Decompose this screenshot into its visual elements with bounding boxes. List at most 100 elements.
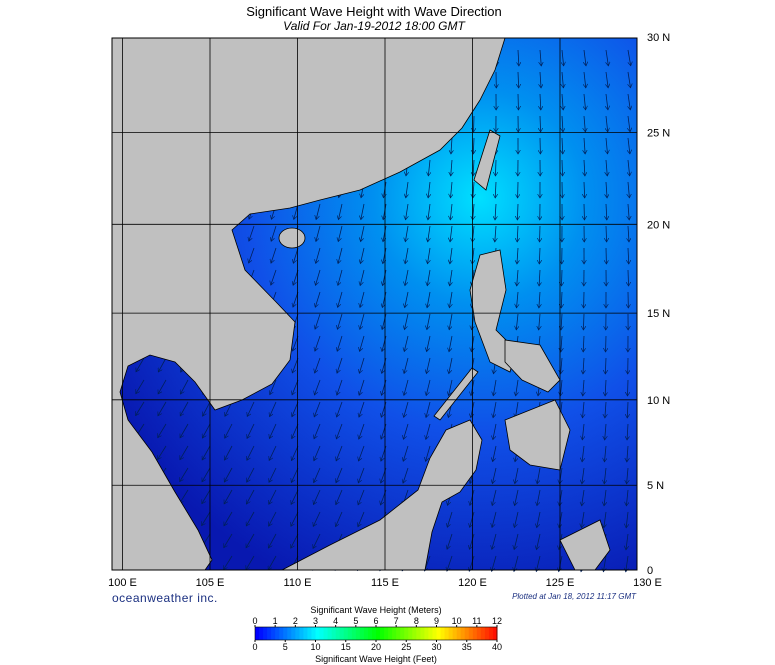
wave-arrow: [427, 335, 431, 352]
meters-tick-label: 7: [394, 616, 399, 626]
wave-arrow: [447, 533, 453, 549]
wave-arrow: [426, 357, 431, 374]
wave-arrow: [606, 137, 608, 154]
wave-arrow: [470, 511, 475, 527]
colorbar-swatch: [275, 627, 280, 640]
wave-arrow: [449, 313, 453, 330]
colorbar-swatch: [339, 627, 345, 640]
colorbar-swatch: [440, 627, 446, 640]
wave-arrow: [582, 467, 584, 484]
wave-arrow: [582, 489, 584, 506]
wave-arrow: [517, 203, 518, 220]
colorbar-swatch: [460, 627, 466, 640]
wave-arrow: [515, 489, 519, 506]
wave-arrow: [603, 555, 607, 572]
wave-arrow: [427, 313, 431, 330]
wave-arrow: [337, 357, 343, 373]
colorbar-swatch: [283, 627, 288, 640]
colorbar-swatch: [371, 627, 377, 640]
wave-arrow: [359, 423, 365, 439]
wave-arrow: [517, 269, 518, 286]
wave-arrow: [536, 555, 541, 572]
wave-arrow: [291, 533, 299, 548]
lat-tick-label: 15 N: [647, 308, 670, 320]
wave-arrow: [449, 379, 453, 396]
wave-arrow: [337, 379, 343, 395]
wave-arrow: [270, 401, 277, 417]
wave-arrow: [201, 511, 211, 526]
colorbar-swatch: [432, 627, 437, 640]
lat-tick-label: 20 N: [647, 219, 670, 231]
wave-arrow: [157, 445, 167, 460]
feet-tick-label: 25: [401, 642, 411, 652]
wave-arrow: [202, 445, 211, 460]
colorbar-swatch: [492, 627, 498, 640]
colorbar-swatch: [448, 627, 454, 640]
colorbar-swatch: [347, 627, 353, 640]
wave-arrow: [492, 511, 497, 527]
wave-arrow: [180, 401, 189, 416]
wave-arrow: [606, 159, 607, 176]
wave-arrow: [224, 511, 233, 526]
wave-arrow: [406, 181, 408, 198]
meters-tick-label: 4: [333, 616, 338, 626]
wave-arrow: [291, 445, 299, 461]
meters-tick-label: 11: [472, 616, 481, 626]
colorbar-swatch: [263, 627, 268, 640]
wave-arrow: [473, 137, 474, 154]
wave-arrow: [158, 401, 167, 416]
wave-arrow: [180, 445, 189, 460]
wave-arrow: [628, 203, 629, 220]
lon-tick-label: 100 E: [108, 577, 137, 589]
wave-arrow: [404, 379, 409, 395]
wave-arrow: [359, 379, 365, 395]
wave-arrow: [582, 445, 584, 462]
colorbar-swatch: [464, 627, 470, 640]
wave-arrow: [495, 159, 496, 176]
visayas: [504, 339, 561, 393]
wave-arrow: [584, 115, 585, 132]
wave-arrow: [517, 225, 518, 242]
wave-arrow: [358, 511, 365, 527]
wave-arrow: [291, 489, 299, 504]
colorbar-swatch: [392, 627, 397, 640]
wave-arrow: [338, 225, 343, 242]
wave-arrow: [540, 115, 541, 132]
wave-arrow: [203, 401, 211, 416]
wave-arrow: [292, 401, 299, 417]
colorbar-meters-title: Significant Wave Height (Meters): [310, 605, 441, 615]
wave-arrow: [338, 269, 343, 285]
wave-arrow: [493, 379, 497, 396]
graticule: 30 N 25 N 20 N 15 N 10 N 5 N 0 100 E 105 E 110 E 1…: [108, 32, 670, 589]
wave-arrow: [539, 313, 540, 330]
lon-tick-label: 110 E: [284, 577, 312, 589]
wave-arrow: [246, 511, 255, 526]
wave-arrow: [361, 203, 365, 220]
wave-arrow: [492, 489, 497, 506]
colorbar-swatch: [311, 627, 316, 640]
colorbar-swatch: [295, 627, 300, 640]
wave-arrow: [515, 467, 519, 484]
colorbar-swatch: [400, 627, 405, 640]
wave-arrow: [337, 313, 343, 329]
feet-tick-label: 35: [462, 642, 472, 652]
colorbar-swatch: [456, 627, 462, 640]
wave-arrow: [539, 269, 540, 286]
wave-arrow: [292, 423, 299, 439]
wave-arrow: [406, 203, 408, 220]
wave-arrow: [626, 511, 628, 528]
colorbar-swatch: [436, 627, 442, 640]
colorbar-swatch: [484, 627, 490, 640]
wave-arrow: [583, 335, 584, 352]
wave-arrow: [627, 379, 628, 396]
colorbar-swatch: [396, 627, 401, 640]
wave-arrow: [158, 379, 167, 394]
meters-tick-label: 10: [452, 616, 462, 626]
meters-tick-label: 9: [434, 616, 439, 626]
wave-arrow: [562, 137, 563, 154]
wave-arrow: [271, 247, 277, 263]
wave-arrow: [451, 137, 452, 154]
wave-arrow: [337, 401, 343, 417]
meters-tick-label: 12: [492, 616, 502, 626]
